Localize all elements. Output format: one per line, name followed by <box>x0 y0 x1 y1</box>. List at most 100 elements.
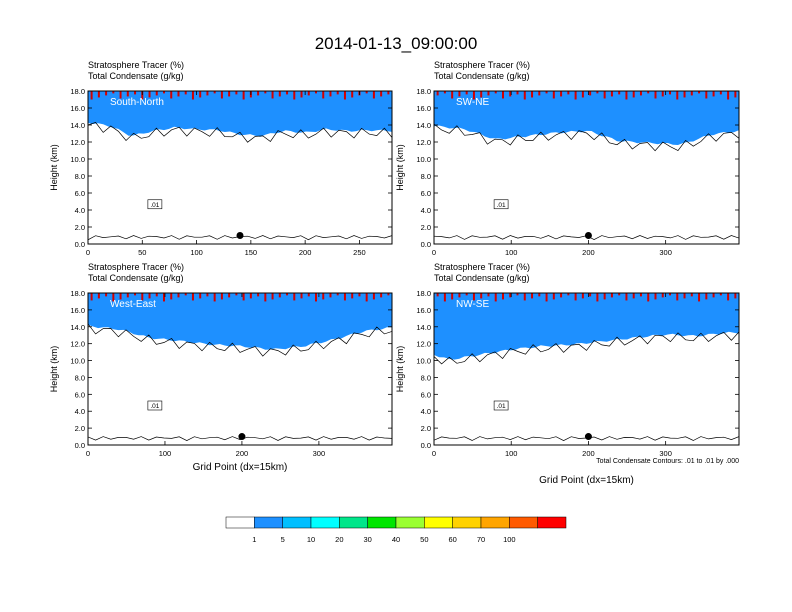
plot-frame <box>87 292 393 446</box>
x-axis-label-right: Grid Point (dx=15km) <box>539 475 634 486</box>
panel-west-east: .01 West-East 0.0 2.0 4.0 6.0 8.0 10.0 12.0 14.0 1… <box>49 262 393 458</box>
x-tick-label: 200 <box>236 449 249 458</box>
y-tick-label: 18.0 <box>416 87 431 96</box>
y-tick-label: 18.0 <box>416 289 431 298</box>
panels: .01 South-North 0.0 2.0 4.0 6.0 8.0 10.0 12.0 14.… <box>49 60 740 486</box>
condensate-contour-low <box>88 436 392 441</box>
plot-frame <box>433 292 740 446</box>
y-tick-label: 4.0 <box>421 206 431 215</box>
colorbar-label: 10 <box>307 535 315 544</box>
y-tick-label: 16.0 <box>70 306 85 315</box>
y-axis-label: Height (km) <box>395 144 405 191</box>
x-tick-label: 0 <box>432 449 436 458</box>
colorbar-swatch <box>282 516 312 529</box>
y-tick-label: 4.0 <box>75 206 85 215</box>
colorbar-label: 1 <box>252 535 256 544</box>
y-axis-label: Height (km) <box>49 346 59 393</box>
x-tick-label: 300 <box>659 449 672 458</box>
x-tick-label: 300 <box>659 248 672 257</box>
contour-label-box <box>493 400 509 411</box>
y-tick-label: 8.0 <box>75 172 85 181</box>
condensate-contour <box>434 331 739 365</box>
colorbar: 1 5 10 20 30 40 50 60 70 100 <box>225 516 567 544</box>
plot-area: .01 South-North <box>88 91 392 244</box>
y-tick-label: 18.0 <box>70 87 85 96</box>
y-tick-label: 10.0 <box>70 357 85 366</box>
y-tick-label: 18.0 <box>70 289 85 298</box>
colorbar-label: 60 <box>448 535 456 544</box>
plot-frame <box>87 90 393 245</box>
x-axis-label-left: Grid Point (dx=15km) <box>193 462 288 473</box>
panel-field-title: Stratosphere Tracer (%) <box>88 262 184 272</box>
panel-nw-se: .01 NW-SE 0.0 2.0 4.0 6.0 8.0 10.0 12.0 14.0 16.0 1… <box>395 262 740 458</box>
y-tick-label: 6.0 <box>421 189 431 198</box>
colorbar-label: 5 <box>281 535 285 544</box>
x-tick-label: 300 <box>313 449 326 458</box>
x-tick-label: 100 <box>159 449 172 458</box>
x-tick-label: 250 <box>353 248 366 257</box>
cross-section-label: South-North <box>110 97 164 108</box>
y-tick-label: 8.0 <box>421 373 431 382</box>
y-tick-label: 14.0 <box>70 121 85 130</box>
x-tick-label: 0 <box>432 248 436 257</box>
colorbar-swatch <box>225 516 255 529</box>
y-tick-label: 2.0 <box>75 424 85 433</box>
contour-label-box <box>493 199 509 210</box>
colorbar-swatch <box>254 516 283 529</box>
y-tick-label: 12.0 <box>70 138 85 147</box>
y-tick-label: 10.0 <box>70 155 85 164</box>
plot-frame <box>433 90 740 245</box>
y-tick-label: 0.0 <box>75 240 85 249</box>
plot-area: .01 NW-SE <box>434 293 739 445</box>
location-marker <box>584 433 592 441</box>
y-tick-label: 6.0 <box>421 390 431 399</box>
tracer-band-10 <box>88 293 392 350</box>
colorbar-swatch <box>537 516 567 529</box>
y-tick-label: 6.0 <box>75 390 85 399</box>
contour-note: Total Condensate Contours: .01 to .01 by… <box>596 458 739 465</box>
condensate-contour <box>88 323 392 357</box>
y-tick-label: 2.0 <box>75 223 85 232</box>
colorbar-swatch <box>367 516 397 529</box>
colorbar-label: 100 <box>503 535 516 544</box>
colorbar-swatch <box>310 516 340 529</box>
contour-label-box <box>147 199 163 210</box>
location-marker <box>236 232 244 239</box>
y-tick-label: 12.0 <box>70 340 85 349</box>
location-marker <box>584 232 592 239</box>
y-tick-label: 14.0 <box>416 323 431 332</box>
y-tick-label: 14.0 <box>70 323 85 332</box>
panel-contour-title: Total Condensate (g/kg) <box>434 273 530 283</box>
colorbar-swatch <box>339 516 368 529</box>
panel-field-title: Stratosphere Tracer (%) <box>434 60 530 70</box>
y-tick-label: 14.0 <box>416 121 431 130</box>
y-tick-label: 4.0 <box>75 407 85 416</box>
x-tick-label: 200 <box>582 248 595 257</box>
panel-contour-title: Total Condensate (g/kg) <box>88 273 184 283</box>
tracer-band-10 <box>434 293 739 360</box>
cross-section-label: SW-NE <box>456 97 489 108</box>
colorbar-swatch <box>509 516 538 529</box>
y-tick-label: 8.0 <box>75 373 85 382</box>
plot-area: .01 SW-NE <box>434 91 739 244</box>
colorbar-label: 50 <box>420 535 428 544</box>
y-tick-label: 6.0 <box>75 189 85 198</box>
x-tick-label: 100 <box>505 449 518 458</box>
cross-section-label: West-East <box>110 299 156 310</box>
contour-label: .01 <box>497 202 506 209</box>
y-tick-label: 4.0 <box>421 407 431 416</box>
x-tick-label: 150 <box>245 248 258 257</box>
contour-label: .01 <box>497 403 506 410</box>
y-tick-label: 0.0 <box>421 441 431 450</box>
contour-label-box <box>147 400 163 411</box>
y-tick-label: 16.0 <box>416 104 431 113</box>
panel-contour-title: Total Condensate (g/kg) <box>434 71 530 81</box>
y-tick-label: 2.0 <box>421 424 431 433</box>
panel-contour-title: Total Condensate (g/kg) <box>88 71 184 81</box>
y-tick-label: 16.0 <box>70 104 85 113</box>
x-tick-label: 200 <box>299 248 312 257</box>
x-tick-label: 100 <box>190 248 203 257</box>
contour-label: .01 <box>150 403 159 410</box>
tracer-band-10 <box>434 91 739 145</box>
